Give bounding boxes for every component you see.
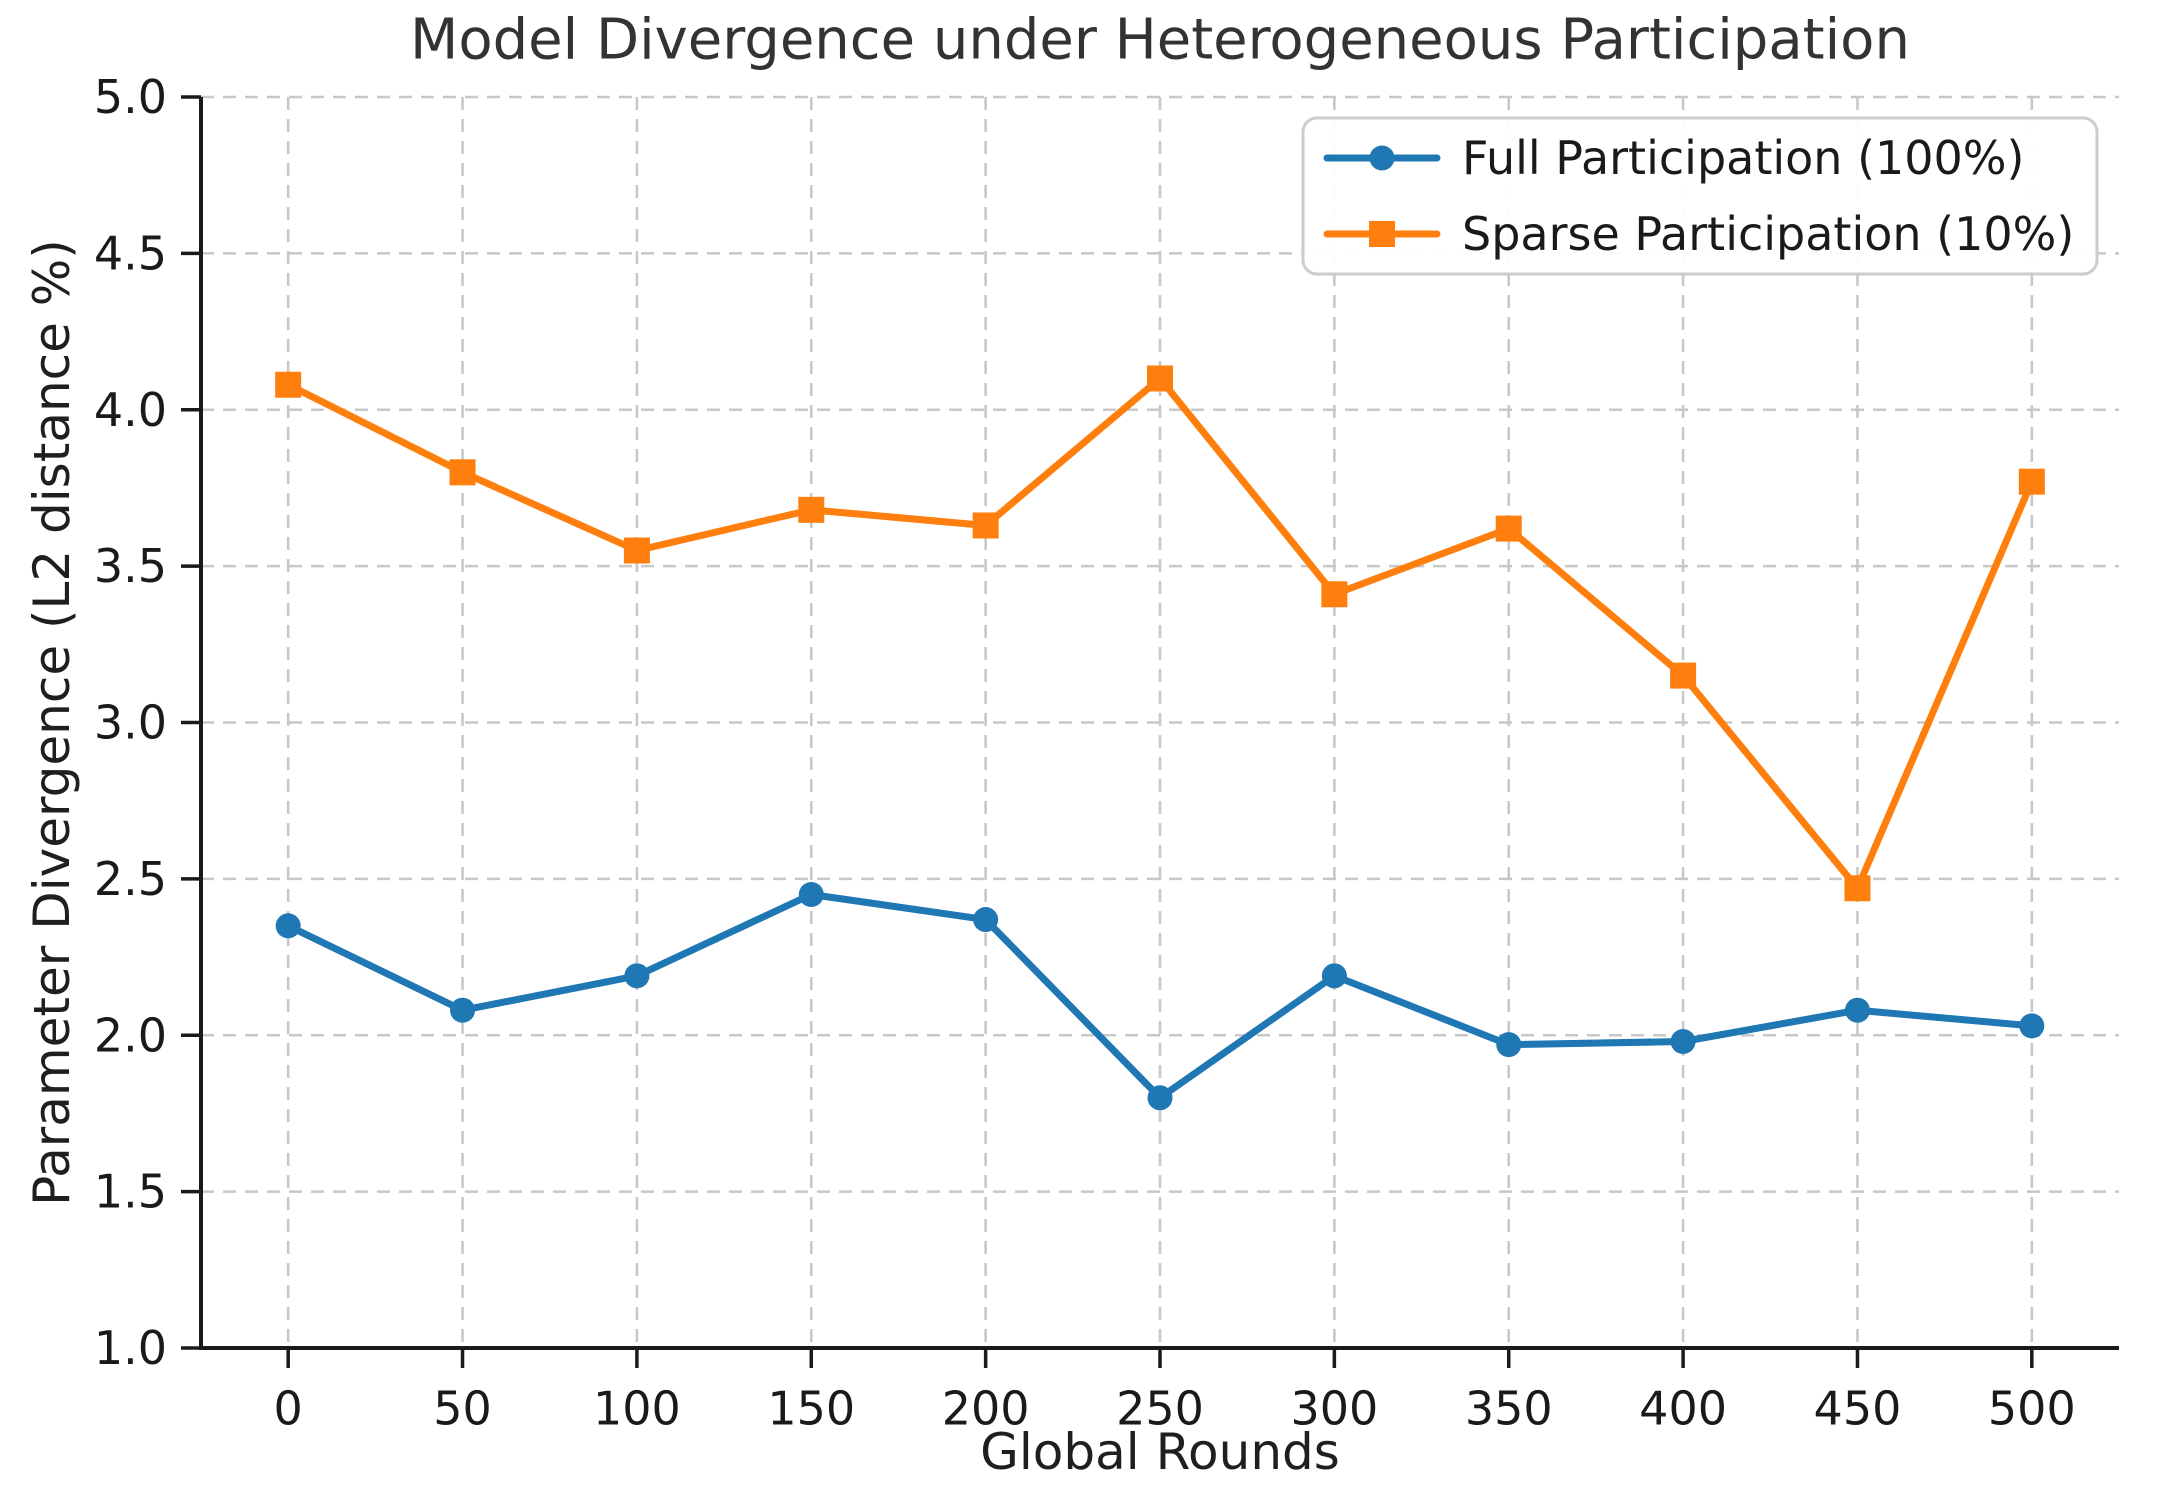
legend-circle-marker	[1369, 145, 1395, 171]
data-point-square-marker	[798, 496, 825, 523]
y-tick-label: 2.5	[94, 852, 167, 906]
x-tick-label: 100	[593, 1381, 681, 1435]
chart-title: Model Divergence under Heterogeneous Par…	[410, 8, 1910, 73]
legend-label: Sparse Participation (10%)	[1462, 207, 2074, 261]
x-tick-label: 50	[433, 1381, 492, 1435]
x-tick-label: 150	[767, 1381, 855, 1435]
data-point-circle-marker	[1496, 1032, 1522, 1058]
legend-entry: Sparse Participation (10%)	[1323, 207, 2074, 261]
data-point-square-marker	[1495, 515, 1522, 542]
legend-box	[1301, 116, 2099, 276]
x-tick-label: 350	[1465, 1381, 1553, 1435]
y-tick-label: 3.5	[94, 539, 167, 593]
tick-labels: 0 50 100 150 200 250 300 350 400 450 500 1.0 1.5 2.0 2…	[94, 70, 2076, 1435]
grid	[201, 95, 2119, 1350]
data-point-circle-marker	[1321, 963, 1347, 989]
data-point-square-marker	[1670, 662, 1697, 689]
data-point-square-marker	[1844, 875, 1871, 902]
x-tick-label: 450	[1814, 1381, 1902, 1435]
y-tick-label: 3.0	[94, 696, 167, 750]
data-point-circle-marker	[973, 907, 999, 933]
data-point-square-marker	[275, 371, 302, 398]
data-point-square-marker	[449, 459, 476, 486]
x-axis-label: Global Rounds	[980, 1423, 1340, 1481]
y-tick-label: 4.0	[94, 383, 167, 437]
data-point-circle-marker	[2019, 1013, 2045, 1039]
data-point-square-marker	[972, 512, 999, 539]
y-tick-label: 4.5	[94, 226, 167, 280]
series-full-participation	[275, 882, 2045, 1111]
x-tick-label: 500	[1988, 1381, 2076, 1435]
x-tick-label: 200	[942, 1381, 1030, 1435]
y-tick-label: 1.0	[94, 1321, 167, 1375]
x-tick-label: 400	[1639, 1381, 1727, 1435]
data-point-circle-marker	[275, 913, 301, 939]
y-axis-label: Parameter Divergence (L2 distance %)	[23, 239, 81, 1206]
tick-marks	[181, 95, 2034, 1368]
y-tick-label: 5.0	[94, 70, 167, 124]
data-point-circle-marker	[1147, 1085, 1173, 1111]
data-point-circle-marker	[450, 997, 476, 1023]
legend-square-marker	[1369, 221, 1395, 247]
series-sparse-participation	[275, 365, 2045, 902]
data-point-circle-marker	[1670, 1029, 1696, 1055]
legend-label: Full Participation (100%)	[1462, 131, 2024, 185]
legend: Full Participation (100%) Sparse Particip…	[1301, 116, 2099, 276]
data-point-circle-marker	[624, 963, 650, 989]
data-point-circle-marker	[1844, 997, 1870, 1023]
data-point-square-marker	[623, 537, 650, 564]
y-tick-label: 1.5	[94, 1165, 167, 1219]
x-tick-label: 300	[1290, 1381, 1378, 1435]
legend-entry: Full Participation (100%)	[1323, 131, 2024, 185]
data-point-square-marker	[1147, 365, 1173, 392]
x-tick-label: 250	[1116, 1381, 1204, 1435]
data-point-square-marker	[1321, 581, 1348, 608]
data-point-square-marker	[2018, 468, 2045, 495]
y-tick-label: 2.0	[94, 1008, 167, 1062]
data-point-circle-marker	[798, 882, 824, 908]
x-tick-label: 0	[274, 1381, 303, 1435]
